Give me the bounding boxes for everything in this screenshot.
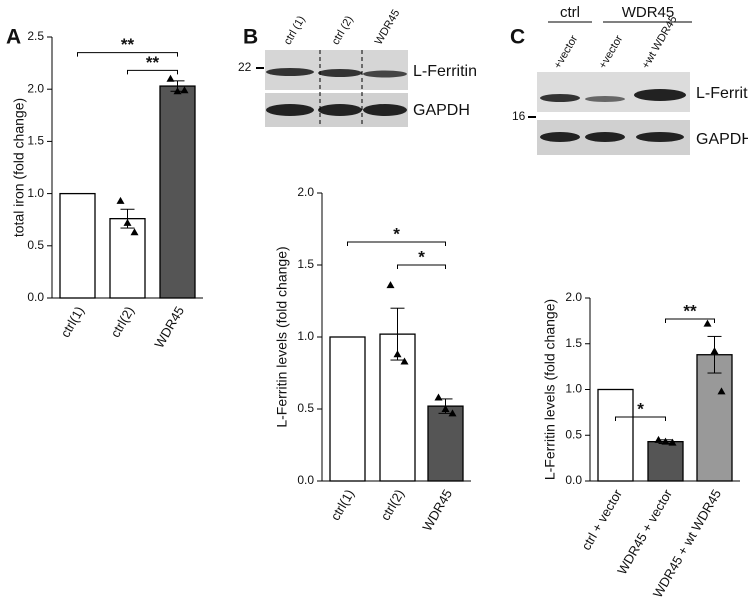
- y-tick-label: 0.0: [27, 290, 44, 304]
- significance-label: **: [146, 53, 160, 72]
- x-tick-label: ctrl(1): [327, 487, 357, 523]
- y-tick-label: 2.0: [27, 81, 44, 95]
- panel-label: B: [243, 26, 258, 49]
- data-point: [180, 86, 189, 94]
- lane-label: ctrl (1): [282, 14, 308, 47]
- bar: [379, 333, 416, 482]
- data-point: [434, 393, 443, 401]
- data-point: [448, 409, 457, 417]
- data-point: [130, 228, 139, 236]
- significance-label: **: [121, 35, 135, 54]
- y-tick-label: 2.0: [565, 290, 582, 304]
- significance-label: *: [418, 247, 425, 266]
- y-tick-label: 1.0: [565, 382, 582, 396]
- data-point: [661, 437, 670, 445]
- data-point: [703, 319, 712, 327]
- data-point: [717, 387, 726, 395]
- x-tick-label: ctrl + vector: [578, 486, 625, 553]
- x-tick-label: ctrl(2): [107, 304, 137, 340]
- y-tick-label: 1.5: [297, 257, 314, 271]
- blot-band: [585, 132, 625, 142]
- bar: [159, 85, 196, 299]
- data-point: [116, 196, 125, 204]
- x-tick-label: WDR45: [419, 487, 455, 534]
- panel-label: C: [510, 26, 525, 49]
- y-tick-label: 0.5: [565, 427, 582, 441]
- y-tick-label: 0.0: [565, 473, 582, 487]
- x-tick-label: WDR45: [151, 304, 187, 351]
- x-tick-label: ctrl(2): [377, 487, 407, 523]
- blot-band: [636, 132, 684, 142]
- marker-label: 22: [238, 60, 252, 74]
- band-label: L-Ferritin: [413, 63, 477, 80]
- y-tick-label: 0.5: [27, 238, 44, 252]
- y-tick-label: 1.0: [27, 186, 44, 200]
- significance-label: **: [683, 302, 697, 321]
- lane-label: ctrl (2): [330, 14, 356, 47]
- group-label: WDR45: [622, 4, 675, 21]
- bar: [597, 388, 634, 482]
- bar: [696, 354, 733, 482]
- data-point: [710, 347, 719, 355]
- band-label: GAPDH: [696, 131, 748, 148]
- lane-label: +vector: [597, 33, 626, 71]
- y-tick-label: 2.0: [297, 185, 314, 199]
- bar: [329, 336, 366, 482]
- blot-band: [318, 104, 362, 116]
- blot-band: [363, 104, 407, 116]
- data-point: [654, 435, 663, 443]
- bar: [109, 218, 146, 299]
- significance-label: *: [393, 224, 400, 243]
- blot-band: [540, 94, 580, 102]
- significance-bracket: [347, 241, 446, 246]
- blot-band: [540, 132, 580, 142]
- data-point: [173, 87, 182, 95]
- significance-bracket: [397, 264, 446, 269]
- y-tick-label: 1.5: [27, 134, 44, 148]
- y-tick-label: 2.5: [27, 29, 44, 43]
- blot-band: [363, 70, 407, 78]
- data-point: [441, 405, 450, 412]
- bar: [647, 441, 684, 482]
- significance-label: *: [637, 399, 644, 418]
- blot: ctrl WDR45 +vector +vector +wt WDR45 L-F…: [512, 4, 748, 155]
- blot-band: [585, 96, 625, 102]
- lane-label: WDR45: [373, 8, 403, 47]
- blot-band: [318, 69, 362, 77]
- panel-label: A: [6, 26, 21, 49]
- data-point: [400, 357, 409, 365]
- band-label: GAPDH: [413, 102, 470, 119]
- marker-label: 16: [512, 109, 526, 123]
- blot-band: [634, 89, 686, 101]
- data-point: [123, 218, 132, 226]
- data-point: [668, 438, 677, 446]
- lane-label: +vector: [552, 33, 581, 71]
- group-label: ctrl: [560, 4, 580, 21]
- data-point: [166, 74, 175, 82]
- data-point: [393, 350, 402, 358]
- y-tick-label: 0.5: [297, 401, 314, 415]
- data-point: [386, 281, 395, 289]
- significance-bracket: [615, 416, 666, 421]
- y-axis-label: L-Ferritin levels (fold change): [274, 246, 290, 427]
- y-tick-label: 1.0: [297, 329, 314, 343]
- bar: [427, 405, 464, 482]
- y-tick-label: 1.5: [565, 336, 582, 350]
- blot-band: [266, 68, 314, 76]
- y-axis-label: total iron (fold change): [11, 98, 27, 237]
- significance-bracket: [77, 52, 178, 57]
- blot: ctrl (1) ctrl (2) WDR45 L-Ferritin GAPDH…: [238, 8, 477, 127]
- x-tick-label: ctrl(1): [57, 304, 87, 340]
- y-axis-label: L-Ferritin levels (fold change): [542, 299, 558, 480]
- significance-bracket: [665, 318, 715, 324]
- significance-bracket: [127, 69, 178, 75]
- blot-band: [266, 104, 314, 116]
- band-label: L-Ferritin: [696, 85, 748, 102]
- bar: [59, 192, 96, 299]
- y-tick-label: 0.0: [297, 473, 314, 487]
